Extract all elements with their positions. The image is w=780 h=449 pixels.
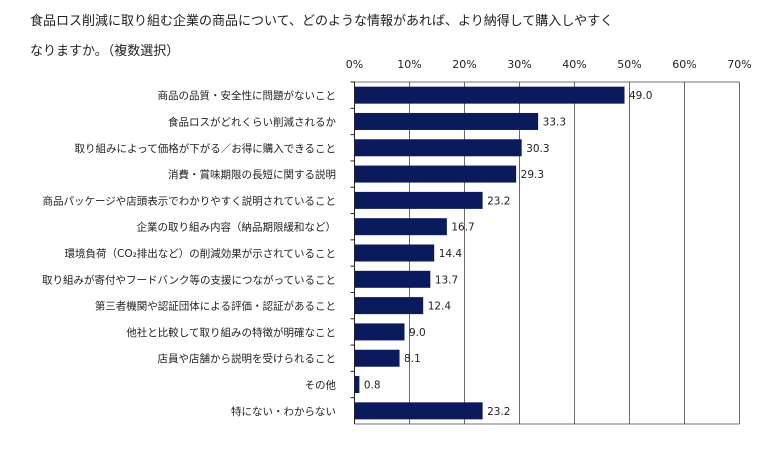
chart-title-line-1: 食品ロス削減に取り組む企業の商品について、どのような情報があれば、より納得して購… (30, 14, 614, 29)
category-label: 取り組みによって価格が下がる／お得に購入できること (75, 142, 336, 155)
data-label: 9.0 (409, 327, 426, 339)
bar (355, 112, 539, 130)
x-tick-label: 70% (727, 58, 751, 71)
category-label: 食品ロスがどれくらい削減されるか (168, 115, 336, 128)
bar (355, 165, 517, 183)
x-tick-label: 10% (397, 58, 421, 71)
category-label: 店員や店舗から説明を受けられること (158, 352, 337, 365)
bar (355, 270, 431, 288)
bar (355, 191, 483, 209)
x-tick-label: 0% (346, 58, 363, 71)
category-label: その他 (305, 379, 337, 392)
data-label: 23.2 (487, 406, 510, 418)
bar (355, 349, 400, 367)
category-label: 取り組みが寄付やフードバンク等の支援につながっていること (42, 273, 336, 286)
category-label: 企業の取り組み内容（納品期限緩和など） (137, 221, 337, 234)
data-label: 14.4 (439, 248, 463, 260)
chart-title-line-2: なりますか。（複数選択） (30, 44, 180, 59)
category-label: 消費・賞味期限の長短に関する説明 (168, 168, 336, 181)
data-label: 33.3 (543, 116, 566, 128)
category-label: 環境負荷（CO₂排出など）の削減効果が示されていること (65, 247, 337, 260)
data-label: 0.8 (364, 380, 381, 392)
bar (355, 244, 435, 262)
bar (355, 86, 625, 104)
data-label: 8.1 (404, 353, 421, 365)
category-label: 商品の品質・安全性に問題がないこと (158, 89, 337, 102)
bar (355, 402, 483, 420)
x-tick-label: 20% (452, 58, 476, 71)
bar (355, 323, 405, 341)
data-label: 49.0 (629, 90, 652, 102)
x-tick-label: 30% (507, 58, 531, 71)
category-label: 特にない・わからない (231, 406, 336, 418)
x-tick-label: 50% (617, 58, 641, 71)
data-label: 23.2 (487, 195, 510, 207)
x-tick-label: 60% (672, 58, 696, 71)
data-label: 12.4 (428, 301, 452, 313)
bar (355, 139, 522, 157)
bar (355, 376, 360, 394)
data-label: 29.3 (521, 169, 544, 181)
category-label: 商品パッケージや店頭表示でわかりやすく説明されていること (43, 194, 336, 207)
bar (355, 218, 447, 236)
data-label: 13.7 (435, 274, 458, 286)
x-tick-label: 40% (562, 58, 586, 71)
data-label: 16.7 (451, 222, 474, 234)
category-label: 他社と比較して取り組みの特徴が明確なこと (126, 326, 336, 339)
category-label: 第三者機関や認証団体による評価・認証があること (95, 300, 336, 313)
data-label: 30.3 (526, 143, 549, 155)
bar (355, 297, 424, 315)
